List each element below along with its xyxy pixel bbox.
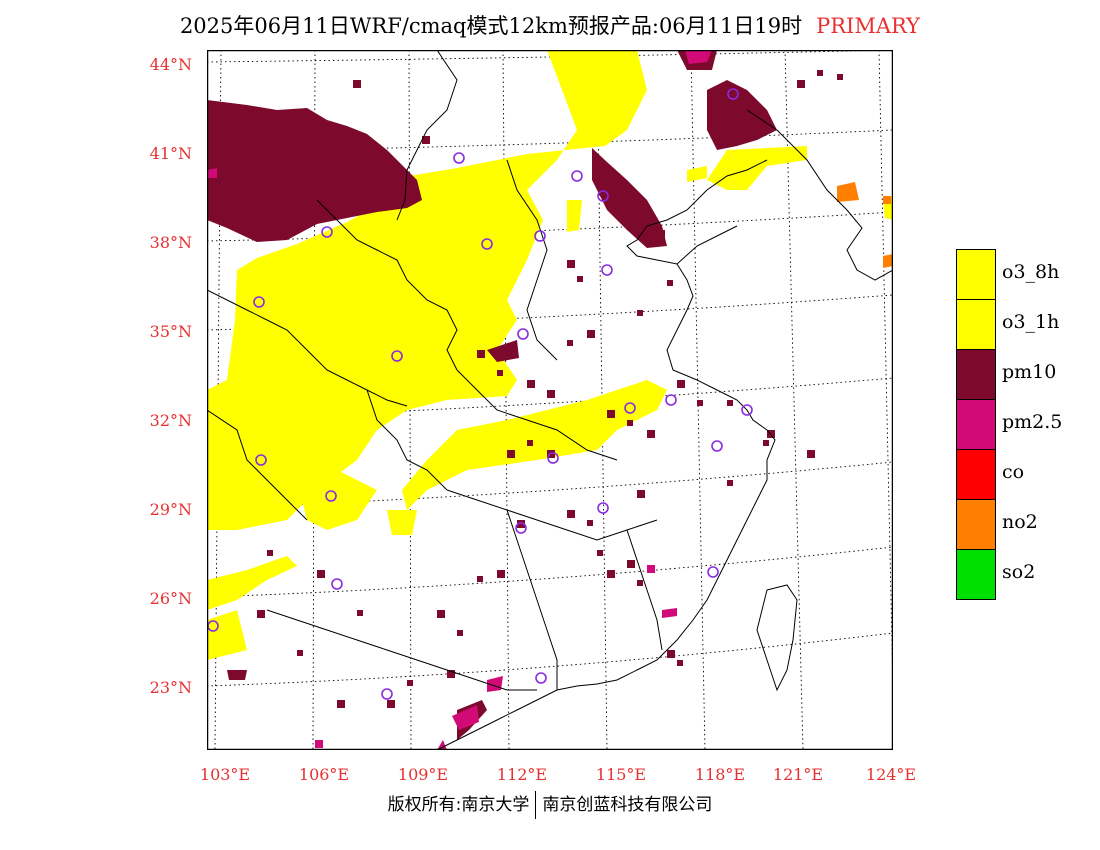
pm10-scatter: [257, 70, 843, 708]
lat-label-29: 29°N: [149, 500, 192, 519]
lon-label-124: 124°E: [865, 765, 917, 784]
lon-label-112: 112°E: [496, 765, 548, 784]
legend-label-o3-8h: o3_8h: [1002, 261, 1060, 283]
legend-swatch-no2: [956, 499, 996, 550]
footer-left: 版权所有:南京大学: [387, 795, 530, 815]
legend-swatch-so2: [956, 549, 996, 600]
lon-label-118: 118°E: [694, 765, 746, 784]
lon-label-115: 115°E: [595, 765, 647, 784]
legend-label-so2: so2: [1002, 561, 1036, 583]
lon-label-106: 106°E: [298, 765, 350, 784]
map-title: 2025年06月11日WRF/cmaq模式12km预报产品:06月11日19时 P…: [0, 10, 1100, 40]
boundaries: [207, 50, 893, 750]
legend-label-o3-1h: o3_1h: [1002, 311, 1060, 333]
title-tag: PRIMARY: [816, 14, 921, 38]
legend-label-no2: no2: [1002, 511, 1038, 533]
station-markers: [207, 88, 753, 700]
lon-label-103: 103°E: [199, 765, 251, 784]
lon-label-109: 109°E: [397, 765, 449, 784]
footer-right: 南京创蓝科技有限公司: [542, 795, 713, 815]
pm25-regions: [207, 50, 712, 750]
footer-separator: [535, 791, 537, 819]
legend-swatch-co: [956, 449, 996, 500]
lat-label-26: 26°N: [149, 589, 192, 608]
legend-swatch-o3-8h: [956, 249, 996, 300]
pollutant-map: [207, 50, 893, 750]
legend-swatch-pm10: [956, 349, 996, 400]
lat-label-41: 41°N: [149, 144, 192, 163]
lat-label-23: 23°N: [149, 678, 192, 697]
lat-label-44: 44°N: [149, 55, 192, 74]
graticule: [207, 50, 893, 750]
o3-regions: [207, 50, 893, 660]
legend-swatch-pm25: [956, 399, 996, 450]
no2-regions: [837, 182, 893, 268]
legend-label-co: co: [1002, 461, 1025, 483]
legend-label-pm25: pm2.5: [1002, 411, 1063, 433]
map-frame: [207, 50, 893, 750]
lat-label-35: 35°N: [149, 322, 192, 341]
legend-label-pm10: pm10: [1002, 361, 1057, 383]
copyright-footer: 版权所有:南京大学 南京创蓝科技有限公司: [0, 790, 1100, 819]
legend-swatch-o3-1h: [956, 299, 996, 350]
lat-label-38: 38°N: [149, 233, 192, 252]
lat-label-32: 32°N: [149, 411, 192, 430]
title-main: 2025年06月11日WRF/cmaq模式12km预报产品:06月11日19时: [179, 14, 803, 38]
lon-label-121: 121°E: [772, 765, 824, 784]
